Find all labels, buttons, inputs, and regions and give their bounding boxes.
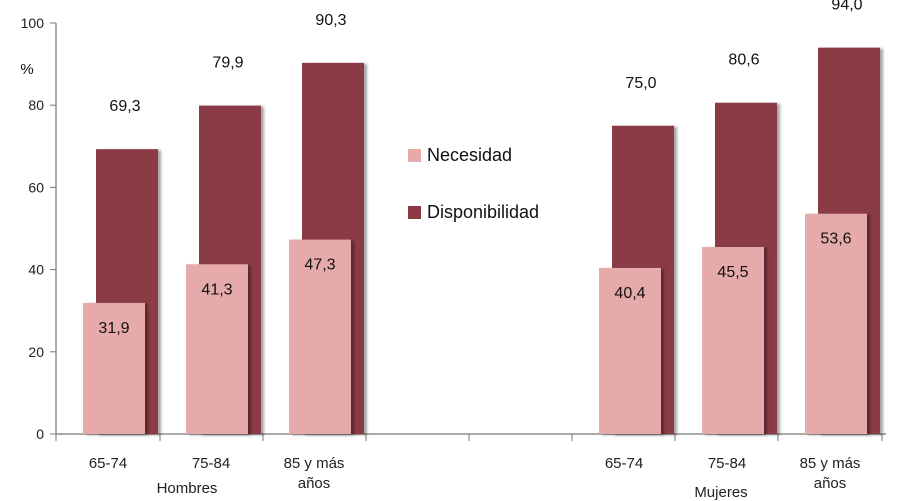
legend-label: Disponibilidad: [427, 202, 539, 222]
data-label-necesidad: 53,6: [820, 231, 851, 248]
x-category-label: 65-74: [605, 455, 643, 472]
data-label-disponibilidad: 79,9: [212, 55, 243, 72]
bar-necesidad: [805, 213, 867, 434]
bar-necesidad: [599, 267, 661, 434]
y-tick-label: 80: [28, 97, 44, 113]
data-label-disponibilidad: 94,0: [831, 0, 862, 14]
y-tick-label: 100: [21, 15, 45, 31]
x-category-label: 65-74: [89, 455, 127, 472]
bar-necesidad: [702, 246, 764, 434]
data-label-necesidad: 31,9: [98, 320, 129, 337]
legend-label: Necesidad: [427, 145, 512, 165]
y-axis-label: %: [20, 61, 33, 78]
data-label-disponibilidad: 69,3: [109, 98, 140, 115]
y-tick-label: 20: [28, 344, 44, 360]
y-tick-label: 40: [28, 262, 44, 278]
data-label-disponibilidad: 90,3: [315, 12, 346, 29]
bar-necesidad: [83, 302, 145, 434]
x-group-label: Hombres: [157, 480, 218, 497]
x-category-label: 75-84: [708, 455, 746, 472]
legend-swatch: [408, 149, 421, 162]
y-tick-label: 0: [36, 426, 44, 442]
data-label-necesidad: 47,3: [304, 257, 335, 274]
x-category-label: años: [814, 475, 847, 492]
data-label-disponibilidad: 80,6: [728, 52, 759, 69]
data-label-disponibilidad: 75,0: [625, 75, 656, 92]
data-label-necesidad: 45,5: [717, 264, 748, 281]
x-category-label: años: [298, 475, 331, 492]
data-label-necesidad: 40,4: [614, 285, 645, 302]
bar-necesidad: [186, 264, 248, 434]
y-tick-label: 60: [28, 179, 44, 195]
x-category-label: 85 y más: [284, 455, 345, 472]
x-category-label: 75-84: [192, 455, 230, 472]
bar-necesidad: [289, 239, 351, 434]
data-label-necesidad: 41,3: [201, 281, 232, 298]
x-group-label: Mujeres: [694, 484, 747, 501]
legend-swatch: [408, 206, 421, 219]
x-category-label: 85 y más: [800, 455, 861, 472]
